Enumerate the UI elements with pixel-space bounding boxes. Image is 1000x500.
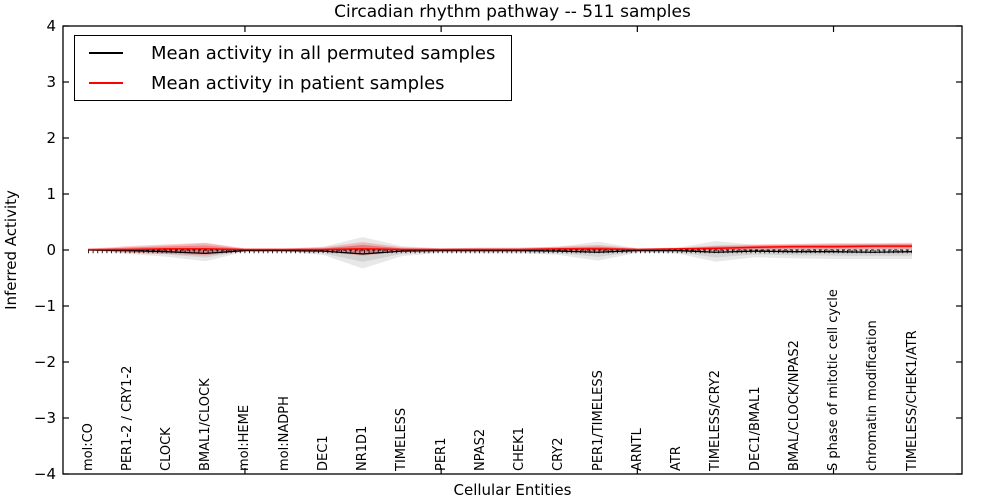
patient-mean-line	[88, 245, 912, 251]
x-entity-label: BMAL/CLOCK/NPAS2	[786, 340, 802, 471]
patient-line-swatch	[89, 82, 123, 84]
x-entity-label: ATR	[669, 446, 685, 471]
x-axis-label: Cellular Entities	[453, 481, 572, 499]
x-entity-label: PER1/TIMELESS	[590, 370, 606, 471]
y-tick-label: −1	[33, 297, 56, 315]
x-entity-label: DEC1/BMAL1	[747, 386, 763, 472]
y-tick-label: 2	[46, 129, 56, 147]
chart-title: Circadian rhythm pathway -- 511 samples	[334, 2, 691, 22]
x-entity-label: mol:HEME	[237, 404, 253, 471]
x-entity-label: chromatin modification	[865, 320, 881, 471]
x-entity-label: TIMELESS	[394, 407, 410, 471]
y-tick-label: 0	[46, 241, 56, 259]
x-entity-label: TIMELESS/CRY2	[708, 369, 724, 471]
legend-label-patient: Mean activity in patient samples	[151, 72, 445, 94]
y-tick-label: 3	[46, 73, 56, 91]
x-entity-label: CHEK1	[512, 427, 528, 471]
x-entity-label: mol:CO	[80, 423, 96, 471]
y-tick-label: 4	[46, 17, 56, 35]
x-entity-label: mol:NADPH	[276, 396, 292, 471]
x-entity-label: PER1	[433, 437, 449, 471]
permuted-line-swatch	[89, 52, 123, 54]
y-tick-label: −3	[33, 409, 56, 427]
legend-item-patient: Mean activity in patient samples	[75, 68, 511, 98]
permuted-band-outer	[88, 237, 912, 269]
legend: Mean activity in all permuted samples Me…	[74, 35, 512, 101]
axis-ticks	[63, 25, 962, 475]
x-entity-label: DEC1	[315, 435, 331, 471]
x-entity-label: PER1-2 / CRY1-2	[119, 365, 135, 471]
permuted-mean-line	[87, 249, 913, 255]
x-entity-label: BMAL1/CLOCK	[198, 378, 214, 471]
legend-label-permuted: Mean activity in all permuted samples	[151, 42, 496, 64]
y-tick-label: −4	[33, 465, 56, 483]
y-tick-label: 1	[46, 185, 56, 203]
x-entity-label: ARNTL	[629, 428, 645, 471]
legend-item-permuted: Mean activity in all permuted samples	[75, 38, 511, 68]
x-entity-label: CRY2	[551, 437, 567, 472]
y-tick-label: −2	[33, 353, 56, 371]
x-entity-label: CLOCK	[158, 427, 174, 471]
x-entity-label: NPAS2	[472, 428, 488, 471]
x-entity-label: NR1D1	[355, 425, 371, 471]
x-entity-label: S phase of mitotic cell cycle	[826, 289, 842, 471]
x-entity-label: TIMELESS/CHEK1/ATR	[904, 330, 920, 471]
